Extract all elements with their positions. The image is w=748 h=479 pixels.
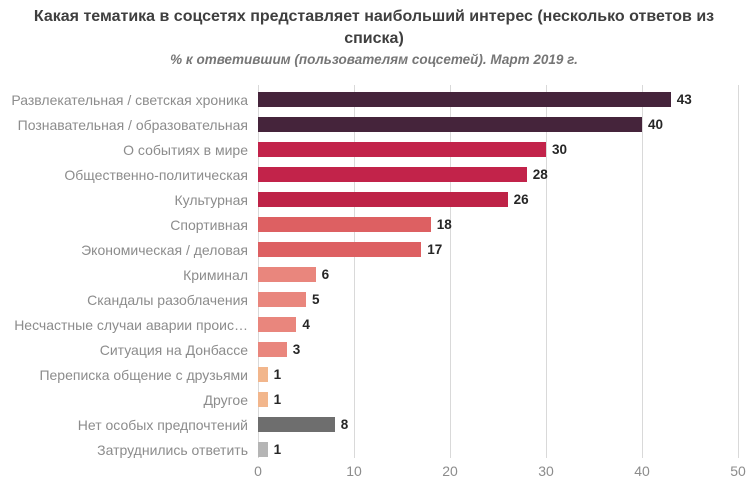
category-label: О событиях в мире [123, 141, 248, 158]
value-label: 40 [648, 117, 664, 132]
bar [258, 217, 431, 232]
value-label: 5 [312, 292, 320, 307]
bar [258, 117, 642, 132]
bar-row: Спортивная 18 [0, 212, 748, 237]
bar-row: Развлекательная / светская хроника 43 [0, 87, 748, 112]
value-label: 26 [513, 192, 529, 207]
value-label: 1 [273, 367, 282, 382]
chart-title: Какая тематика в соцсетях представляет н… [33, 8, 715, 47]
bar [258, 292, 306, 307]
value-label: 4 [302, 317, 310, 332]
category-label: Нет особых предпочтений [77, 416, 248, 433]
category-label: Несчастные случаи аварии проис… [14, 316, 248, 333]
bar [258, 92, 671, 107]
bar-row: Культурная 26 [0, 187, 748, 212]
bar-row: Затруднились ответить 1 [0, 437, 748, 462]
category-label: Переписка общение с друзьями [39, 366, 248, 383]
bar-row: Познавательная / образовательная 40 [0, 112, 748, 137]
category-label: Общественно-политическая [64, 166, 248, 183]
value-label: 8 [340, 417, 349, 432]
bar [258, 317, 297, 332]
category-label: Скандалы разоблачения [87, 291, 248, 308]
bar [258, 142, 546, 157]
gridline-50 [738, 85, 739, 458]
x-axis-tick-label: 0 [254, 463, 262, 479]
x-axis-tick-label: 20 [442, 463, 458, 479]
category-label: Затруднились ответить [97, 441, 248, 458]
chart-subtitle: % к ответившим (пользователям соцсетей).… [170, 52, 578, 67]
category-label: Другое [203, 391, 248, 408]
bar-row: Общественно-политическая 28 [0, 162, 748, 187]
value-label: 43 [676, 92, 692, 107]
gridline-30 [546, 85, 547, 458]
gridline-40 [642, 85, 643, 458]
bar-row: Несчастные случаи аварии проис… 4 [0, 312, 748, 337]
bar [258, 167, 527, 182]
x-axis-tick-label: 30 [538, 463, 554, 479]
x-axis-tick-label: 10 [346, 463, 362, 479]
value-label: 1 [273, 442, 282, 457]
value-label: 28 [532, 167, 548, 182]
value-label: 18 [436, 217, 452, 232]
bar-row: Криминал 6 [0, 262, 748, 287]
category-label: Познавательная / образовательная [17, 116, 248, 133]
category-label: Культурная [174, 191, 248, 208]
bar-row: Скандалы разоблачения 5 [0, 287, 748, 312]
bar [258, 242, 422, 257]
category-label: Развлекательная / светская хроника [11, 91, 248, 108]
value-label: 1 [273, 392, 282, 407]
bar [258, 267, 316, 282]
x-axis-tick-label: 50 [730, 463, 746, 479]
category-label: Криминал [183, 266, 248, 283]
bar-row: Переписка общение с друзьями 1 [0, 362, 748, 387]
bar [258, 342, 287, 357]
gridline-10 [354, 85, 355, 458]
bar-row: Нет особых предпочтений 8 [0, 412, 748, 437]
category-label: Экономическая / деловая [81, 241, 248, 258]
value-label: 3 [292, 342, 301, 357]
bar [258, 392, 268, 407]
category-label: Спортивная [170, 216, 248, 233]
bar [258, 417, 335, 432]
x-axis-tick-label: 40 [634, 463, 650, 479]
bar-row: Ситуация на Донбассе 3 [0, 337, 748, 362]
bar [258, 192, 508, 207]
bar [258, 367, 268, 382]
bar-row: О событиях в мире 30 [0, 137, 748, 162]
value-label: 17 [427, 242, 443, 257]
value-label: 30 [552, 142, 568, 157]
gridline-20 [450, 85, 451, 458]
value-label: 6 [321, 267, 330, 282]
bar-row: Экономическая / деловая 17 [0, 237, 748, 262]
bar [258, 442, 268, 457]
category-label: Ситуация на Донбассе [99, 341, 248, 358]
plot-area: Развлекательная / светская хроника 43 Позн… [0, 85, 748, 479]
bar-row: Другое 1 [0, 387, 748, 412]
